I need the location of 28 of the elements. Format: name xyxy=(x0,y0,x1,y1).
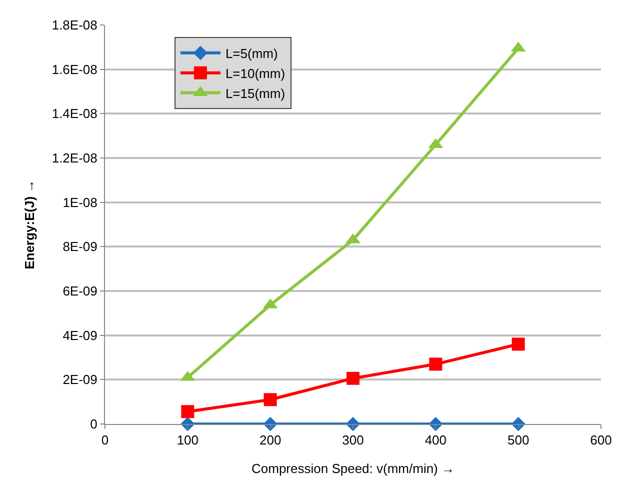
y-axis-title: Energy:E(J) → xyxy=(22,180,37,270)
x-tick-label: 600 xyxy=(590,432,612,448)
y-tick-label: 2E-09 xyxy=(62,372,98,388)
y-tick-label: 4E-09 xyxy=(62,328,98,343)
x-tick-label: 500 xyxy=(507,432,530,448)
point xyxy=(512,338,525,351)
x-axis-title: Compression Speed: v(mm/min) → xyxy=(252,461,454,476)
legend-label: L=15(mm) xyxy=(225,86,286,101)
x-tick-label: 300 xyxy=(342,432,364,448)
x-tick-label: 400 xyxy=(424,432,447,448)
legend-label: L=5(mm) xyxy=(225,46,278,61)
x-tick-label: 0 xyxy=(101,432,109,448)
y-tick-label: 1.2E-08 xyxy=(52,150,98,166)
legend-label: L=10(mm) xyxy=(225,66,286,81)
point xyxy=(429,358,442,371)
point xyxy=(181,405,194,418)
y-tick-label: 1.6E-08 xyxy=(52,62,98,77)
y-tick-label: 6E-09 xyxy=(62,284,98,299)
point xyxy=(346,372,360,385)
point xyxy=(346,416,360,432)
y-tick-label: 1.4E-08 xyxy=(52,106,98,122)
y-tick-label: 0 xyxy=(90,416,98,432)
y-tick-label: 1.8E-08 xyxy=(52,18,98,33)
point xyxy=(264,393,277,406)
y-tick-label: 8E-09 xyxy=(62,239,98,254)
x-tick-label: 100 xyxy=(176,432,199,448)
y-tick-label: 1E-08 xyxy=(62,194,98,210)
x-tick-label: 200 xyxy=(259,432,282,448)
